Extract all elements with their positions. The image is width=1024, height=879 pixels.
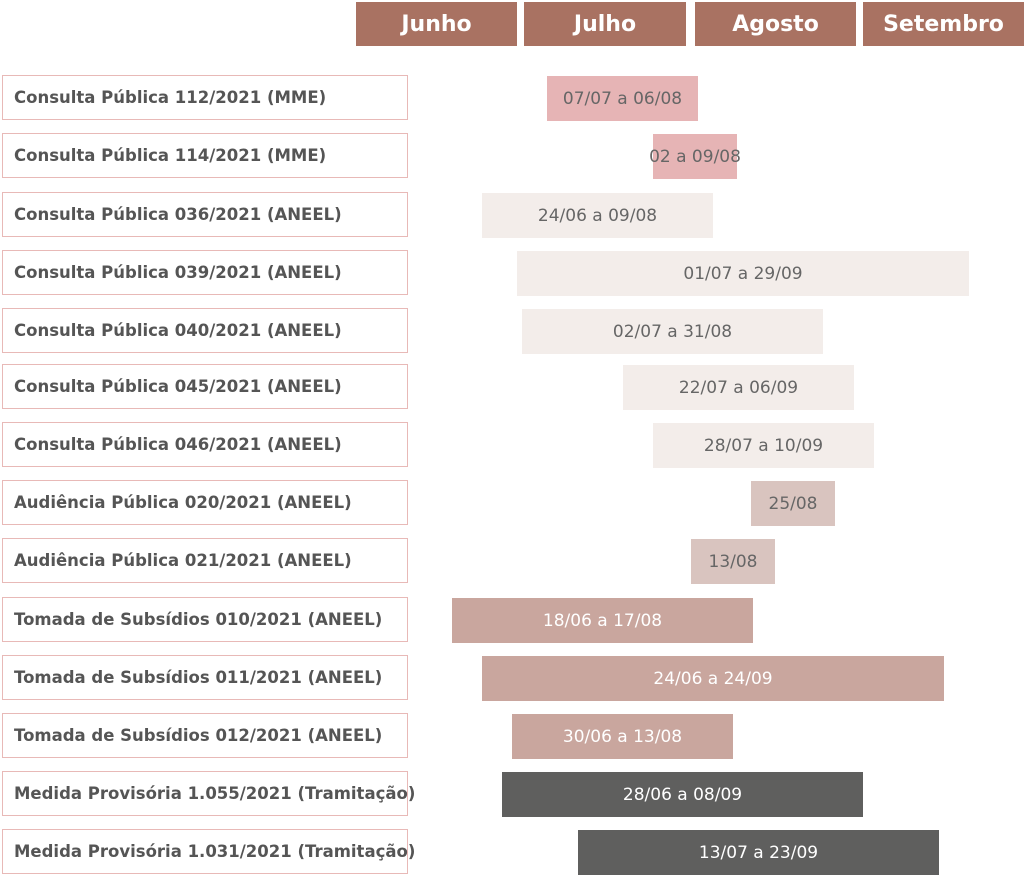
task-date-range: 28/06 a 08/09 [622,784,743,805]
task-label: Tomada de Subsídios 010/2021 (ANEEL) [2,597,408,642]
task-date-range: 28/07 a 10/09 [703,435,824,456]
month-header-4: Setembro [863,2,1024,46]
task-bar: 28/07 a 10/09 [653,423,874,468]
task-label: Medida Provisória 1.055/2021 (Tramitação… [2,771,415,816]
task-label: Consulta Pública 039/2021 (ANEEL) [2,250,408,295]
task-bar: 30/06 a 13/08 [512,714,733,759]
task-label: Tomada de Subsídios 012/2021 (ANEEL) [2,713,408,758]
task-bar: 24/06 a 24/09 [482,656,944,701]
task-bar: 02/07 a 31/08 [522,309,823,354]
task-label: Consulta Pública 045/2021 (ANEEL) [2,364,408,409]
task-label: Audiência Pública 021/2021 (ANEEL) [2,538,408,583]
month-header-2: Julho [524,2,686,46]
task-label: Consulta Pública 046/2021 (ANEEL) [2,422,408,467]
task-bar: 25/08 [751,481,835,526]
task-date-range: 24/06 a 24/09 [653,668,773,689]
task-date-range: 07/07 a 06/08 [562,88,683,109]
task-bar: 13/08 [691,539,775,584]
task-date-range: 22/07 a 06/09 [678,377,799,398]
task-bar: 24/06 a 09/08 [482,193,713,238]
task-label: Audiência Pública 020/2021 (ANEEL) [2,480,408,525]
task-date-range: 30/06 a 13/08 [562,726,683,747]
task-label: Consulta Pública 112/2021 (MME) [2,75,408,120]
task-bar: 07/07 a 06/08 [547,76,698,121]
task-date-range: 13/07 a 23/09 [698,842,819,863]
task-label: Consulta Pública 114/2021 (MME) [2,133,408,178]
task-label: Medida Provisória 1.031/2021 (Tramitação… [2,829,415,874]
task-date-range: 18/06 a 17/08 [542,610,663,631]
task-label: Consulta Pública 040/2021 (ANEEL) [2,308,408,353]
task-date-range: 01/07 a 29/09 [683,263,803,284]
task-date-range: 24/06 a 09/08 [537,205,658,226]
task-date-range: 02 a 09/08 [649,146,741,167]
task-bar: 01/07 a 29/09 [517,251,969,296]
task-bar: 02 a 09/08 [649,134,741,179]
task-bar: 22/07 a 06/09 [623,365,854,410]
task-bar: 28/06 a 08/09 [502,772,863,817]
task-date-range: 13/08 [708,551,758,572]
month-header-3: Agosto [695,2,856,46]
task-date-range: 02/07 a 31/08 [612,321,733,342]
month-header-1: Junho [356,2,517,46]
task-date-range: 25/08 [768,493,818,514]
task-bar: 13/07 a 23/09 [578,830,939,875]
task-label: Tomada de Subsídios 011/2021 (ANEEL) [2,655,408,700]
task-bar: 18/06 a 17/08 [452,598,753,643]
task-label: Consulta Pública 036/2021 (ANEEL) [2,192,408,237]
